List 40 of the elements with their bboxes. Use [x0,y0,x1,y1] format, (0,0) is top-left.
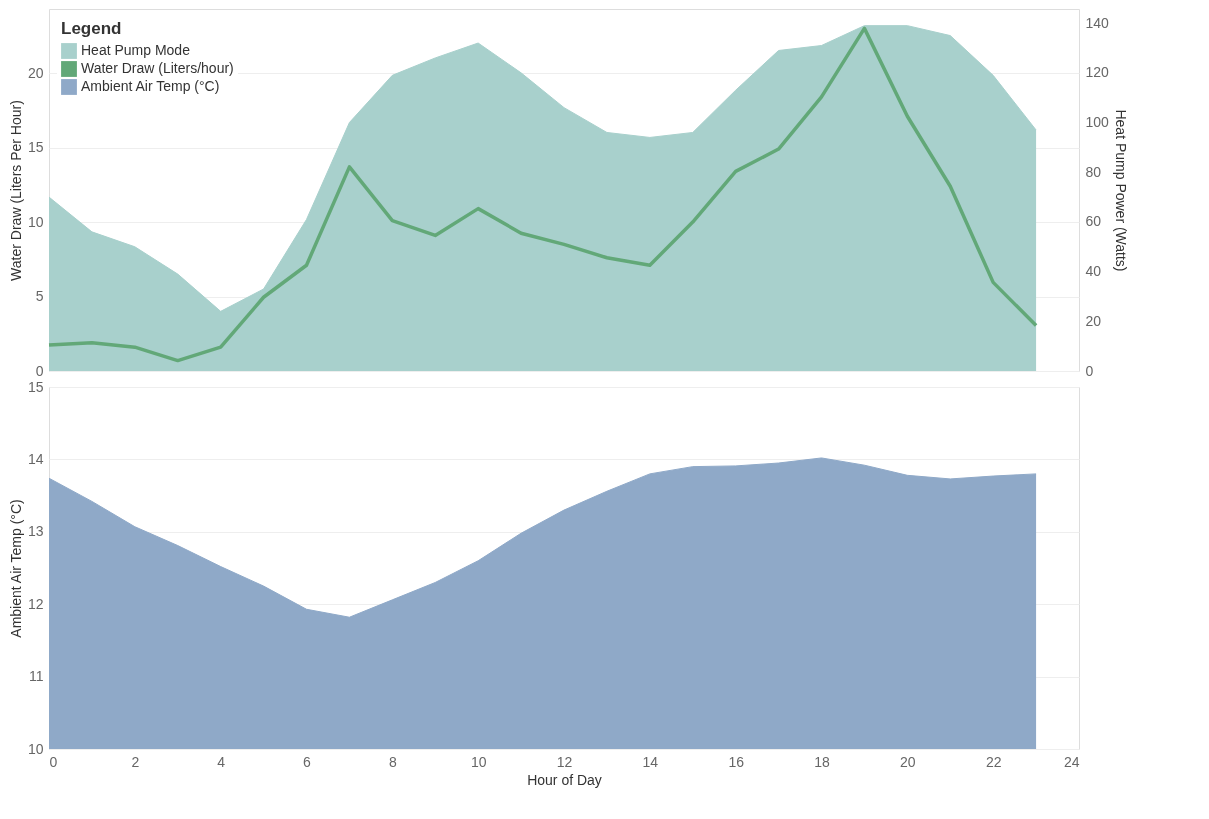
x-tick-label: 2 [131,753,140,770]
y-tick-label: 0 [35,362,44,379]
x-tick-label: 10 [470,753,487,770]
x-tick-label: 18 [814,753,830,770]
y-tick-label: 10 [27,740,44,757]
y2-tick-label: 20 [1085,312,1102,329]
y-tick-label: 15 [27,139,44,156]
y-axis-title: Ambient Air Temp (°C) [7,499,24,638]
legend-label: Ambient Air Temp (°C) [81,78,220,94]
y2-tick-label: 40 [1085,263,1102,280]
y2-tick-label: 60 [1085,213,1102,230]
legend-title: Legend [61,19,122,38]
y2-tick-label: 120 [1085,64,1110,81]
x-tick-label: 14 [642,753,659,770]
y2-tick-label: 100 [1085,114,1110,131]
y-tick-label: 15 [27,378,44,395]
y-tick-label: 5 [35,288,44,305]
y-tick-label: 12 [27,595,44,612]
x-tick-label: 16 [728,753,745,770]
x-tick-label: 12 [556,753,573,770]
y-tick-label: 20 [27,64,44,81]
x-tick-label: 4 [217,753,226,770]
legend-label: Water Draw (Liters/hour) [81,60,234,76]
x-tick-label: 6 [303,753,312,770]
y-axis-title: Water Draw (Liters Per Hour) [7,100,24,281]
y2-tick-label: 140 [1085,14,1110,31]
x-axis-title: Hour of Day [527,771,602,788]
x-tick-label: 0 [49,753,58,770]
x-tick-label: 24 [1063,753,1080,770]
y-tick-label: 13 [27,523,44,540]
y2-axis-title: Heat Pump Power (Watts) [1112,109,1129,272]
y2-tick-label: 0 [1085,362,1094,379]
y-tick-label: 14 [27,450,44,467]
y2-tick-label: 80 [1085,163,1102,180]
x-tick-label: 20 [900,753,916,770]
y-tick-label: 10 [27,213,44,230]
legend-label: Heat Pump Mode [81,42,191,58]
x-tick-label: 22 [985,753,1002,770]
y-tick-label: 11 [28,668,44,685]
x-tick-label: 8 [388,753,397,770]
